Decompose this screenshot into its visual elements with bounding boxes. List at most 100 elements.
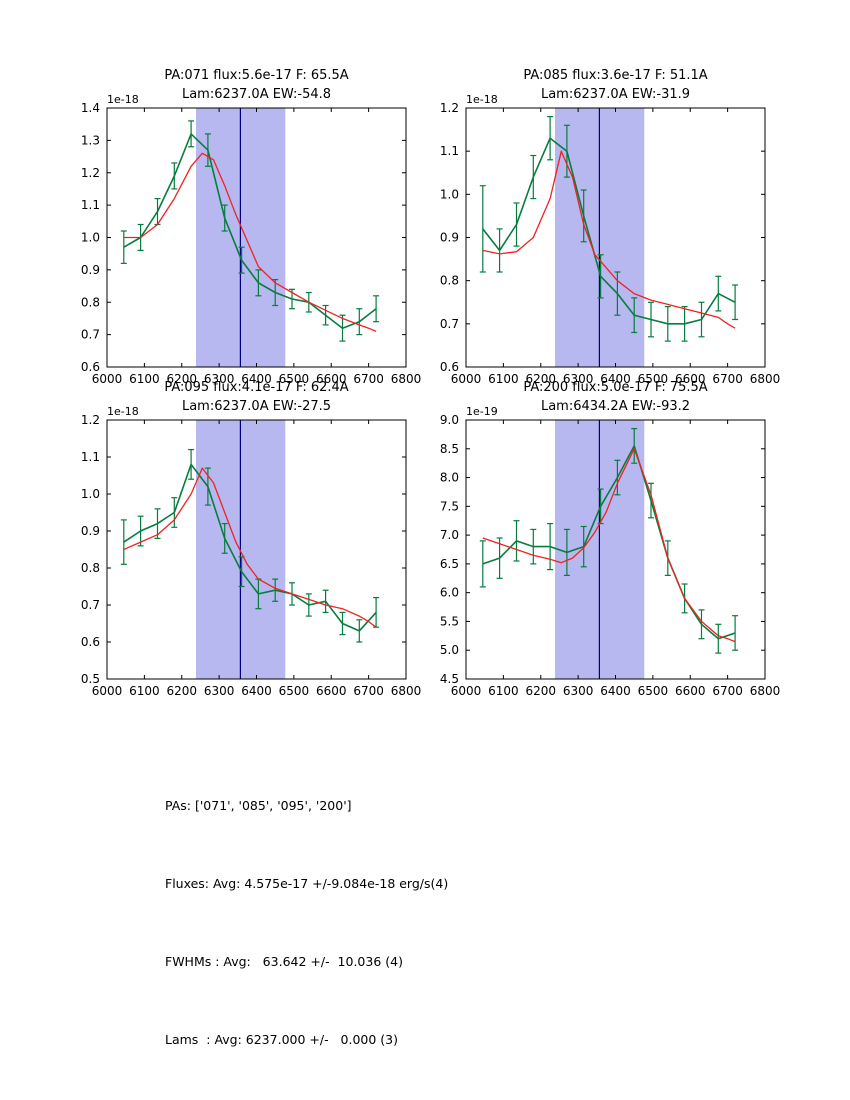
subplot-title-line1: PA:085 flux:3.6e-17 F: 51.1A — [523, 68, 708, 83]
x-tick-label: 6500 — [279, 684, 310, 698]
x-tick-label: 6800 — [750, 684, 781, 698]
x-tick-label: 6200 — [525, 684, 556, 698]
tick-labels: 6000 6100 6200 6300 6400 6500 6600 6700 6800 4.5 5… — [440, 413, 780, 698]
y-tick-label: 0.8 — [440, 274, 459, 288]
x-tick-label: 6800 — [750, 372, 781, 386]
subplot-pa071: 6000 6100 6200 6300 6400 6500 6600 6700 6800 0.6 0… — [81, 93, 421, 386]
x-tick-label: 6400 — [241, 372, 272, 386]
x-tick-label: 6200 — [166, 684, 197, 698]
x-tick-label: 6300 — [204, 372, 235, 386]
model-fit-line — [482, 448, 736, 643]
x-tick-label: 6000 — [92, 684, 123, 698]
y-tick-label: 6.5 — [440, 557, 459, 571]
subplot-pa095: 6000 6100 6200 6300 6400 6500 6600 6700 6800 0.5 0… — [81, 405, 422, 698]
axis-ticks — [106, 419, 407, 680]
y-tick-label: 1.0 — [81, 487, 100, 501]
tick-labels: 6000 6100 6200 6300 6400 6500 6600 6700 6800 0.6 0… — [440, 101, 780, 386]
y-tick-label: 0.7 — [81, 598, 100, 612]
y-tick-label: 1.1 — [81, 198, 100, 212]
summary-line-pas: PAs: ['071', '085', '095', '200'] — [165, 798, 352, 813]
x-tick-label: 6300 — [563, 684, 594, 698]
subplot-title-pa200: PA:200 flux:5.0e-17 F: 75.5A Lam:6434.2A… — [466, 378, 765, 416]
y-tick-label: 6.0 — [440, 586, 459, 600]
x-tick-label: 6600 — [675, 372, 706, 386]
axis-offset-label: 1e-18 — [466, 93, 498, 106]
y-tick-label: 0.8 — [81, 561, 100, 575]
x-tick-label: 6700 — [712, 372, 743, 386]
x-tick-label: 6200 — [525, 372, 556, 386]
subplot-title-line2: Lam:6434.2A EW:-93.2 — [540, 399, 691, 414]
y-tick-label: 4.5 — [440, 672, 459, 686]
y-tick-label: 0.6 — [440, 360, 459, 374]
y-tick-label: 0.8 — [81, 295, 100, 309]
x-tick-label: 6400 — [600, 684, 631, 698]
summary-text: PAs: ['071', '085', '095', '200'] Fluxes… — [165, 741, 448, 1100]
y-tick-label: 1.4 — [81, 101, 100, 115]
spectrum-line — [482, 445, 736, 640]
y-tick-label: 9.0 — [440, 413, 459, 427]
x-tick-label: 6600 — [316, 684, 347, 698]
x-tick-label: 6000 — [92, 372, 123, 386]
model-fit-line — [123, 152, 377, 332]
summary-line-lams: Lams : Avg: 6237.000 +/- 0.000 (3) — [165, 1032, 398, 1047]
x-tick-label: 6700 — [353, 372, 384, 386]
axis-offset-label: 1e-18 — [107, 405, 139, 418]
axis-ticks — [465, 107, 766, 368]
x-tick-label: 6500 — [638, 684, 669, 698]
y-tick-label: 7.5 — [440, 499, 459, 513]
axis-ticks — [465, 419, 766, 680]
subplot-title-line2: Lam:6237.0A EW:-31.9 — [540, 87, 691, 102]
x-tick-label: 6000 — [451, 684, 482, 698]
x-tick-label: 6700 — [712, 684, 743, 698]
y-tick-label: 5.5 — [440, 614, 459, 628]
x-tick-label: 6100 — [488, 684, 519, 698]
y-tick-label: 8.5 — [440, 442, 459, 456]
x-tick-label: 6000 — [451, 372, 482, 386]
subplot-title-line1: PA:200 flux:5.0e-17 F: 75.5A — [523, 380, 708, 395]
x-tick-label: 6400 — [241, 684, 272, 698]
y-tick-label: 1.3 — [81, 133, 100, 147]
y-tick-label: 0.7 — [81, 328, 100, 342]
summary-line-fwhms: FWHMs : Avg: 63.642 +/- 10.036 (4) — [165, 954, 403, 969]
axis-ticks — [106, 107, 407, 368]
x-tick-label: 6800 — [391, 684, 422, 698]
subplot-pa085: 6000 6100 6200 6300 6400 6500 6600 6700 6800 0.6 0… — [440, 93, 780, 386]
summary-line-fluxes: Fluxes: Avg: 4.575e-17 +/-9.084e-18 erg/… — [165, 876, 449, 891]
y-tick-label: 0.9 — [440, 231, 459, 245]
x-tick-label: 6500 — [638, 372, 669, 386]
y-tick-label: 1.1 — [440, 144, 459, 158]
x-tick-label: 6700 — [353, 684, 384, 698]
y-tick-label: 0.9 — [81, 524, 100, 538]
y-tick-label: 0.5 — [81, 672, 100, 686]
spectrum-line — [482, 137, 736, 325]
subplot-title-line2: Lam:6237.0A EW:-54.8 — [181, 87, 332, 102]
x-tick-label: 6100 — [129, 684, 160, 698]
subplot-title-pa095: PA:095 flux:4.1e-17 F: 62.4A Lam:6237.0A… — [107, 378, 406, 416]
subplot-title-line1: PA:095 flux:4.1e-17 F: 62.4A — [164, 380, 349, 395]
axis-offset-label: 1e-18 — [107, 93, 139, 106]
y-tick-label: 0.7 — [440, 317, 459, 331]
y-tick-label: 7.0 — [440, 528, 459, 542]
x-tick-label: 6100 — [129, 372, 160, 386]
subplot-title-line1: PA:071 flux:5.6e-17 F: 65.5A — [164, 68, 349, 83]
x-tick-label: 6400 — [600, 372, 631, 386]
y-tick-label: 1.0 — [81, 231, 100, 245]
y-tick-label: 1.2 — [440, 101, 459, 115]
y-tick-label: 1.1 — [81, 450, 100, 464]
model-fit-line — [123, 467, 377, 628]
axis-offset-label: 1e-19 — [466, 405, 498, 418]
spectrum-line — [123, 133, 377, 329]
x-tick-label: 6500 — [279, 372, 310, 386]
x-tick-label: 6600 — [316, 372, 347, 386]
y-tick-label: 1.2 — [81, 413, 100, 427]
x-tick-label: 6800 — [391, 372, 422, 386]
subplot-title-line2: Lam:6237.0A EW:-27.5 — [181, 399, 332, 414]
subplot-title-pa085: PA:085 flux:3.6e-17 F: 51.1A Lam:6237.0A… — [466, 66, 765, 104]
y-tick-label: 1.2 — [81, 166, 100, 180]
tick-labels: 6000 6100 6200 6300 6400 6500 6600 6700 6800 0.6 0… — [81, 101, 421, 386]
y-tick-label: 1.0 — [440, 187, 459, 201]
x-tick-label: 6600 — [675, 684, 706, 698]
x-tick-label: 6300 — [204, 684, 235, 698]
x-tick-label: 6200 — [166, 372, 197, 386]
